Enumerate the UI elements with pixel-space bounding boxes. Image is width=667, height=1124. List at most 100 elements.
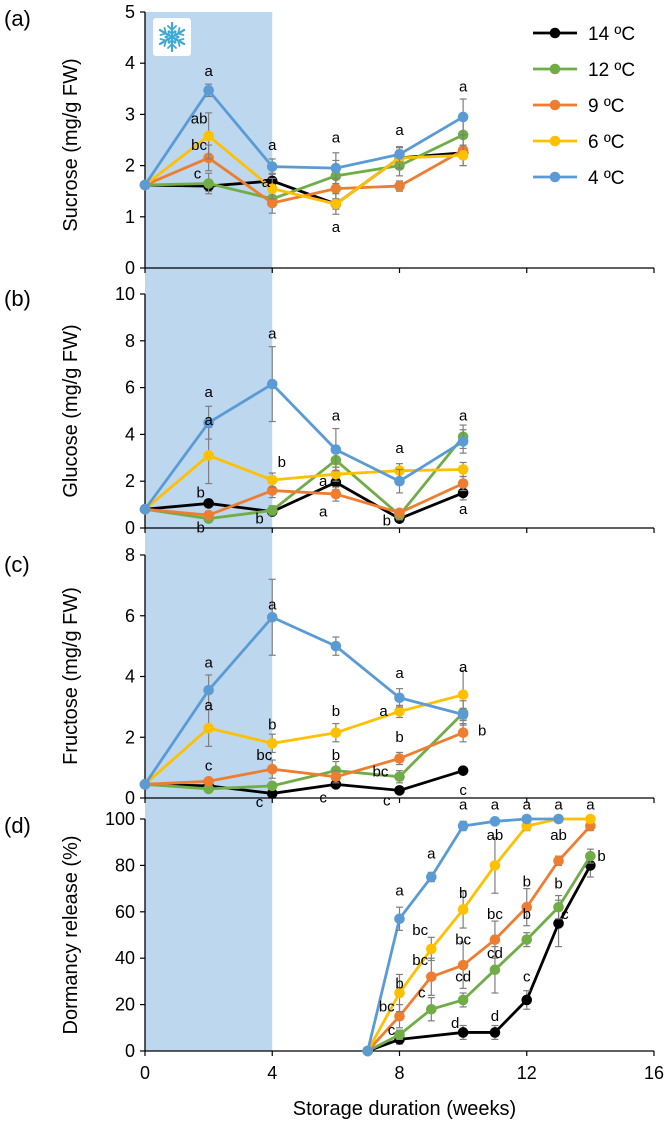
significance-label: bc (412, 922, 428, 939)
data-point (426, 1003, 437, 1015)
panel-letter: (d) (4, 813, 31, 838)
data-point (266, 738, 278, 749)
legend-item-12c: 12 ºC (533, 60, 635, 81)
significance-label: bc (379, 999, 395, 1016)
significance-label: c (459, 782, 467, 799)
significance-label: a (459, 659, 468, 676)
y-tick-label: 10 (115, 284, 135, 304)
series-4c (139, 346, 469, 515)
series-line (144, 480, 464, 521)
data-point (330, 488, 342, 500)
significance-label: a (379, 703, 388, 720)
data-point (203, 85, 214, 96)
significance-label: b (332, 703, 340, 720)
panel-letter: (b) (4, 286, 31, 311)
data-point (266, 474, 278, 486)
y-axis-title: Glucose (mg/g FW) (60, 324, 82, 497)
significance-label: b (523, 906, 531, 923)
data-point (585, 850, 596, 862)
data-point (139, 179, 151, 191)
significance-label: a (586, 797, 595, 814)
data-point (394, 753, 405, 764)
data-point (457, 1027, 469, 1038)
data-point (553, 813, 564, 825)
significance-label: c (418, 985, 426, 1002)
data-point (266, 485, 278, 496)
data-point (521, 813, 533, 825)
legend-item-4c: 4 ºC (533, 168, 625, 189)
significance-label: a (204, 63, 213, 80)
panel-letter: (a) (4, 6, 31, 31)
data-point (362, 1045, 373, 1057)
data-point (266, 763, 278, 775)
y-tick-label: 8 (125, 331, 135, 351)
data-point (457, 689, 469, 701)
significance-label: a (332, 407, 341, 424)
legend-label: 4 ºC (588, 168, 625, 189)
legend-label: 14 ºC (588, 24, 635, 45)
significance-label: a (204, 654, 213, 671)
data-point (426, 871, 437, 883)
data-point (394, 692, 405, 704)
data-point (521, 934, 533, 945)
significance-label: a (459, 501, 468, 518)
data-point (266, 197, 278, 209)
data-point (266, 611, 278, 623)
significance-label: bc (191, 137, 207, 154)
series-9c (362, 820, 596, 1057)
x-tick-label: 8 (394, 1063, 404, 1083)
data-point (394, 149, 405, 160)
series-line (144, 731, 464, 786)
significance-label: a (319, 503, 328, 520)
series-line (144, 693, 464, 786)
y-tick-label: 60 (115, 902, 135, 922)
data-point (139, 779, 151, 790)
data-point (394, 475, 405, 487)
legend-swatch-marker (549, 171, 561, 183)
significance-label: a (319, 473, 328, 490)
y-tick-label: 0 (125, 518, 135, 538)
x-tick-label: 12 (517, 1063, 537, 1083)
data-point (203, 783, 214, 795)
data-point (330, 162, 342, 174)
significance-label: ab (487, 827, 504, 844)
significance-label: ab (191, 111, 208, 128)
significance-label: a (395, 122, 404, 139)
significance-label: cd (487, 945, 503, 962)
data-point (521, 901, 533, 913)
y-tick-label: 0 (125, 788, 135, 808)
snowflake-icon (153, 18, 191, 56)
data-point (203, 509, 214, 521)
series-line (366, 825, 592, 1052)
data-point (457, 765, 469, 776)
series-line (144, 454, 464, 511)
significance-label: b (197, 485, 205, 502)
data-point (203, 450, 214, 461)
y-tick-label: 20 (115, 995, 135, 1015)
y-tick-label: 2 (125, 727, 135, 747)
data-point (203, 498, 214, 509)
series-12c (362, 848, 596, 1057)
significance-label: a (395, 883, 404, 900)
significance-label: cd (455, 968, 471, 985)
data-point (553, 918, 564, 929)
data-point (426, 943, 437, 955)
y-tick-label: 5 (125, 2, 135, 22)
x-tick-label: 4 (267, 1063, 277, 1083)
significance-label: b (268, 717, 276, 734)
legend-label: 12 ºC (588, 60, 635, 81)
data-point (330, 477, 342, 488)
data-point (330, 727, 342, 738)
series-line (144, 769, 464, 795)
y-tick-label: 4 (125, 53, 135, 73)
significance-label: b (332, 747, 340, 764)
y-tick-label: 2 (125, 471, 135, 491)
data-point (266, 161, 278, 172)
y-tick-label: 2 (125, 156, 135, 176)
legend-item-6c: 6 ºC (533, 132, 625, 153)
y-tick-label: 40 (115, 948, 135, 968)
significance-label: c (388, 1022, 396, 1039)
legend-swatch-marker (549, 99, 561, 111)
